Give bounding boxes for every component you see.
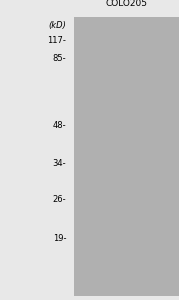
- Text: 85-: 85-: [53, 54, 66, 63]
- Text: 26-: 26-: [53, 195, 66, 204]
- Text: 19-: 19-: [53, 234, 66, 243]
- Text: 117-: 117-: [47, 36, 66, 45]
- Text: COLO205: COLO205: [106, 0, 148, 8]
- Text: (kD): (kD): [48, 21, 66, 30]
- Text: 48-: 48-: [53, 122, 66, 130]
- Text: 34-: 34-: [53, 159, 66, 168]
